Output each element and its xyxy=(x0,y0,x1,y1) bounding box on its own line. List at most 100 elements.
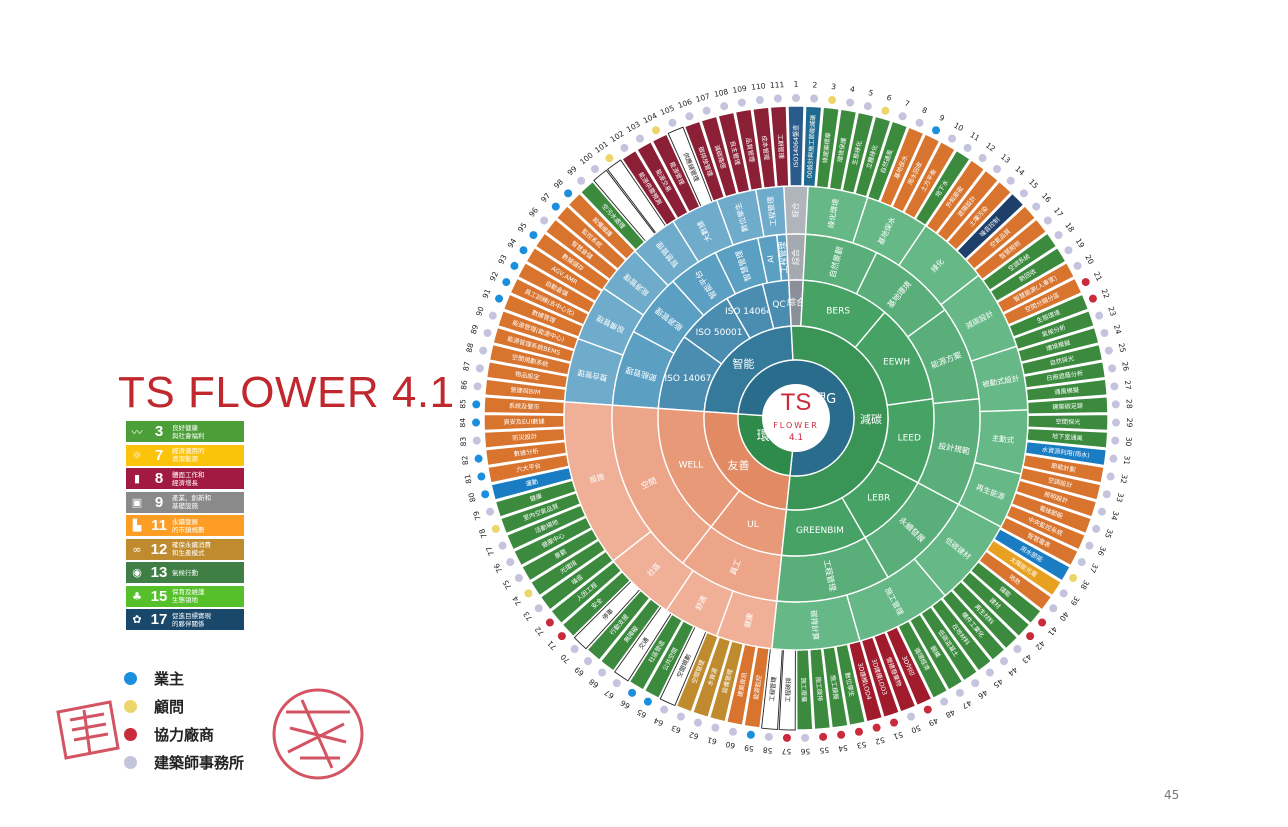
role-dot xyxy=(854,727,863,736)
petal-number: 32 xyxy=(1119,473,1130,484)
role-dot xyxy=(473,382,482,391)
ring3-label: WELL xyxy=(679,460,704,470)
petal-number: 101 xyxy=(593,139,610,155)
role-dot xyxy=(486,507,495,516)
role-dot xyxy=(1026,632,1035,641)
petal-number: 77 xyxy=(484,545,496,558)
petal-number: 20 xyxy=(1083,253,1096,266)
role-dot xyxy=(551,202,560,211)
legend-label: 協力廠商 xyxy=(154,725,215,744)
petal-label: 物品設定 xyxy=(514,370,540,382)
role-dot xyxy=(1108,364,1117,373)
role-dot xyxy=(488,311,497,320)
sdg-row: ✿ 17 促進目標實現 的夥伴關係 xyxy=(126,609,244,630)
legend-dot xyxy=(124,671,137,685)
role-dot xyxy=(907,712,916,721)
legend-label: 顧問 xyxy=(154,697,185,716)
petal-number: 86 xyxy=(460,380,469,391)
role-dot xyxy=(898,112,907,121)
petal-number: 31 xyxy=(1122,455,1132,466)
ring3-label: LEBR xyxy=(867,493,890,503)
sdg-number: 11 xyxy=(148,515,170,536)
petal-number: 13 xyxy=(999,152,1012,165)
sdg-label: 良好健康 與社會福利 xyxy=(170,421,244,442)
petal-label: 00設計與施工節能減碳 xyxy=(806,114,818,179)
petal-number: 72 xyxy=(533,624,546,637)
role-dot xyxy=(540,216,549,225)
city-icon: ▙ xyxy=(126,515,148,536)
role-dot xyxy=(746,730,755,739)
petal-number: 96 xyxy=(527,205,540,218)
petal-number: 53 xyxy=(856,740,867,751)
ring3-label: ISO 50001 xyxy=(696,328,743,338)
sdg-row: ▣ 9 產業、創新和 基礎設施 xyxy=(126,491,244,513)
ring5-label: 綜合 xyxy=(790,202,800,217)
petal-number: 9 xyxy=(938,113,946,123)
role-dot xyxy=(498,541,507,550)
seal-stamp-left xyxy=(56,700,120,760)
ring4-label: 工程管理 xyxy=(777,241,789,274)
partnership-icon: ✿ xyxy=(126,609,148,630)
petal-number: 105 xyxy=(659,103,676,117)
petal-number: 67 xyxy=(603,688,616,701)
role-dot xyxy=(514,574,523,582)
petal-number: 106 xyxy=(677,97,694,110)
petal-number: 62 xyxy=(688,730,700,742)
petal-number: 4 xyxy=(849,84,855,94)
role-dot xyxy=(881,106,890,115)
health-icon: 〰 xyxy=(126,421,148,442)
petal-number: 8 xyxy=(921,105,929,115)
role-dot xyxy=(932,126,941,135)
petal-label: 運動 xyxy=(525,477,539,488)
ring5-label: 設施 xyxy=(588,471,606,485)
role-dot xyxy=(890,718,899,727)
ring4-label: 綜合 xyxy=(791,249,801,265)
ring3-label: ISO 14064-1 xyxy=(725,307,781,317)
role-dot xyxy=(1059,589,1068,598)
petal-number: 85 xyxy=(460,399,468,409)
ring3-label: LEED xyxy=(898,433,921,443)
sdg-row: ◉ 13 氣候行動 xyxy=(126,562,244,583)
sdg-row: ∞ 12 確保永續消費 和生產模式 xyxy=(126,538,244,560)
sdg-label: 氣候行動 xyxy=(170,562,244,583)
petal-number: 69 xyxy=(573,665,586,678)
ring2-label: 智能 xyxy=(732,357,754,371)
role-dot xyxy=(598,668,607,677)
role-dot xyxy=(755,96,764,105)
petal-number: 26 xyxy=(1120,361,1130,372)
role-dot xyxy=(1013,645,1022,654)
petal-number: 57 xyxy=(781,747,791,756)
petal-number: 55 xyxy=(819,745,829,755)
sdg-number: 13 xyxy=(148,562,170,583)
role-dot xyxy=(1032,202,1041,211)
sun-icon: ☼ xyxy=(126,444,148,466)
petal-number: 81 xyxy=(463,473,474,484)
legend-label: 建築師事務所 xyxy=(154,753,245,772)
petal-label: 綠建築標章 xyxy=(821,132,832,164)
role-dot xyxy=(564,189,573,198)
role-dot xyxy=(668,118,677,127)
role-dot xyxy=(635,134,644,143)
petal-number: 73 xyxy=(521,610,534,623)
role-dot xyxy=(837,730,846,739)
role-dot xyxy=(1081,278,1090,287)
role-dot xyxy=(1104,346,1113,355)
role-dot xyxy=(1043,216,1052,225)
petal-number: 99 xyxy=(566,164,579,177)
ring3-label: QC xyxy=(772,300,785,310)
petal-label: 數據分析 xyxy=(513,447,539,458)
petal-number: 63 xyxy=(670,723,682,735)
legend-dot xyxy=(124,727,137,741)
sdg-legend: 〰 3 良好健康 與社會福利 ☼ 7 經濟適用的 清潔能源 ▮ 8 體面工作和 經濟增長 ▣… xyxy=(126,421,244,633)
sdg-number: 7 xyxy=(148,444,170,466)
growth-chart-icon: ▮ xyxy=(126,468,148,489)
role-dot xyxy=(584,657,593,666)
petal-number: 59 xyxy=(743,743,754,753)
role-dot xyxy=(474,454,483,463)
role-dot xyxy=(792,94,800,102)
role-dot xyxy=(1111,418,1120,427)
role-dot xyxy=(545,618,554,627)
petal-number: 29 xyxy=(1125,418,1134,428)
core-segment-label: 社會S xyxy=(460,60,477,68)
role-dot xyxy=(519,246,528,255)
